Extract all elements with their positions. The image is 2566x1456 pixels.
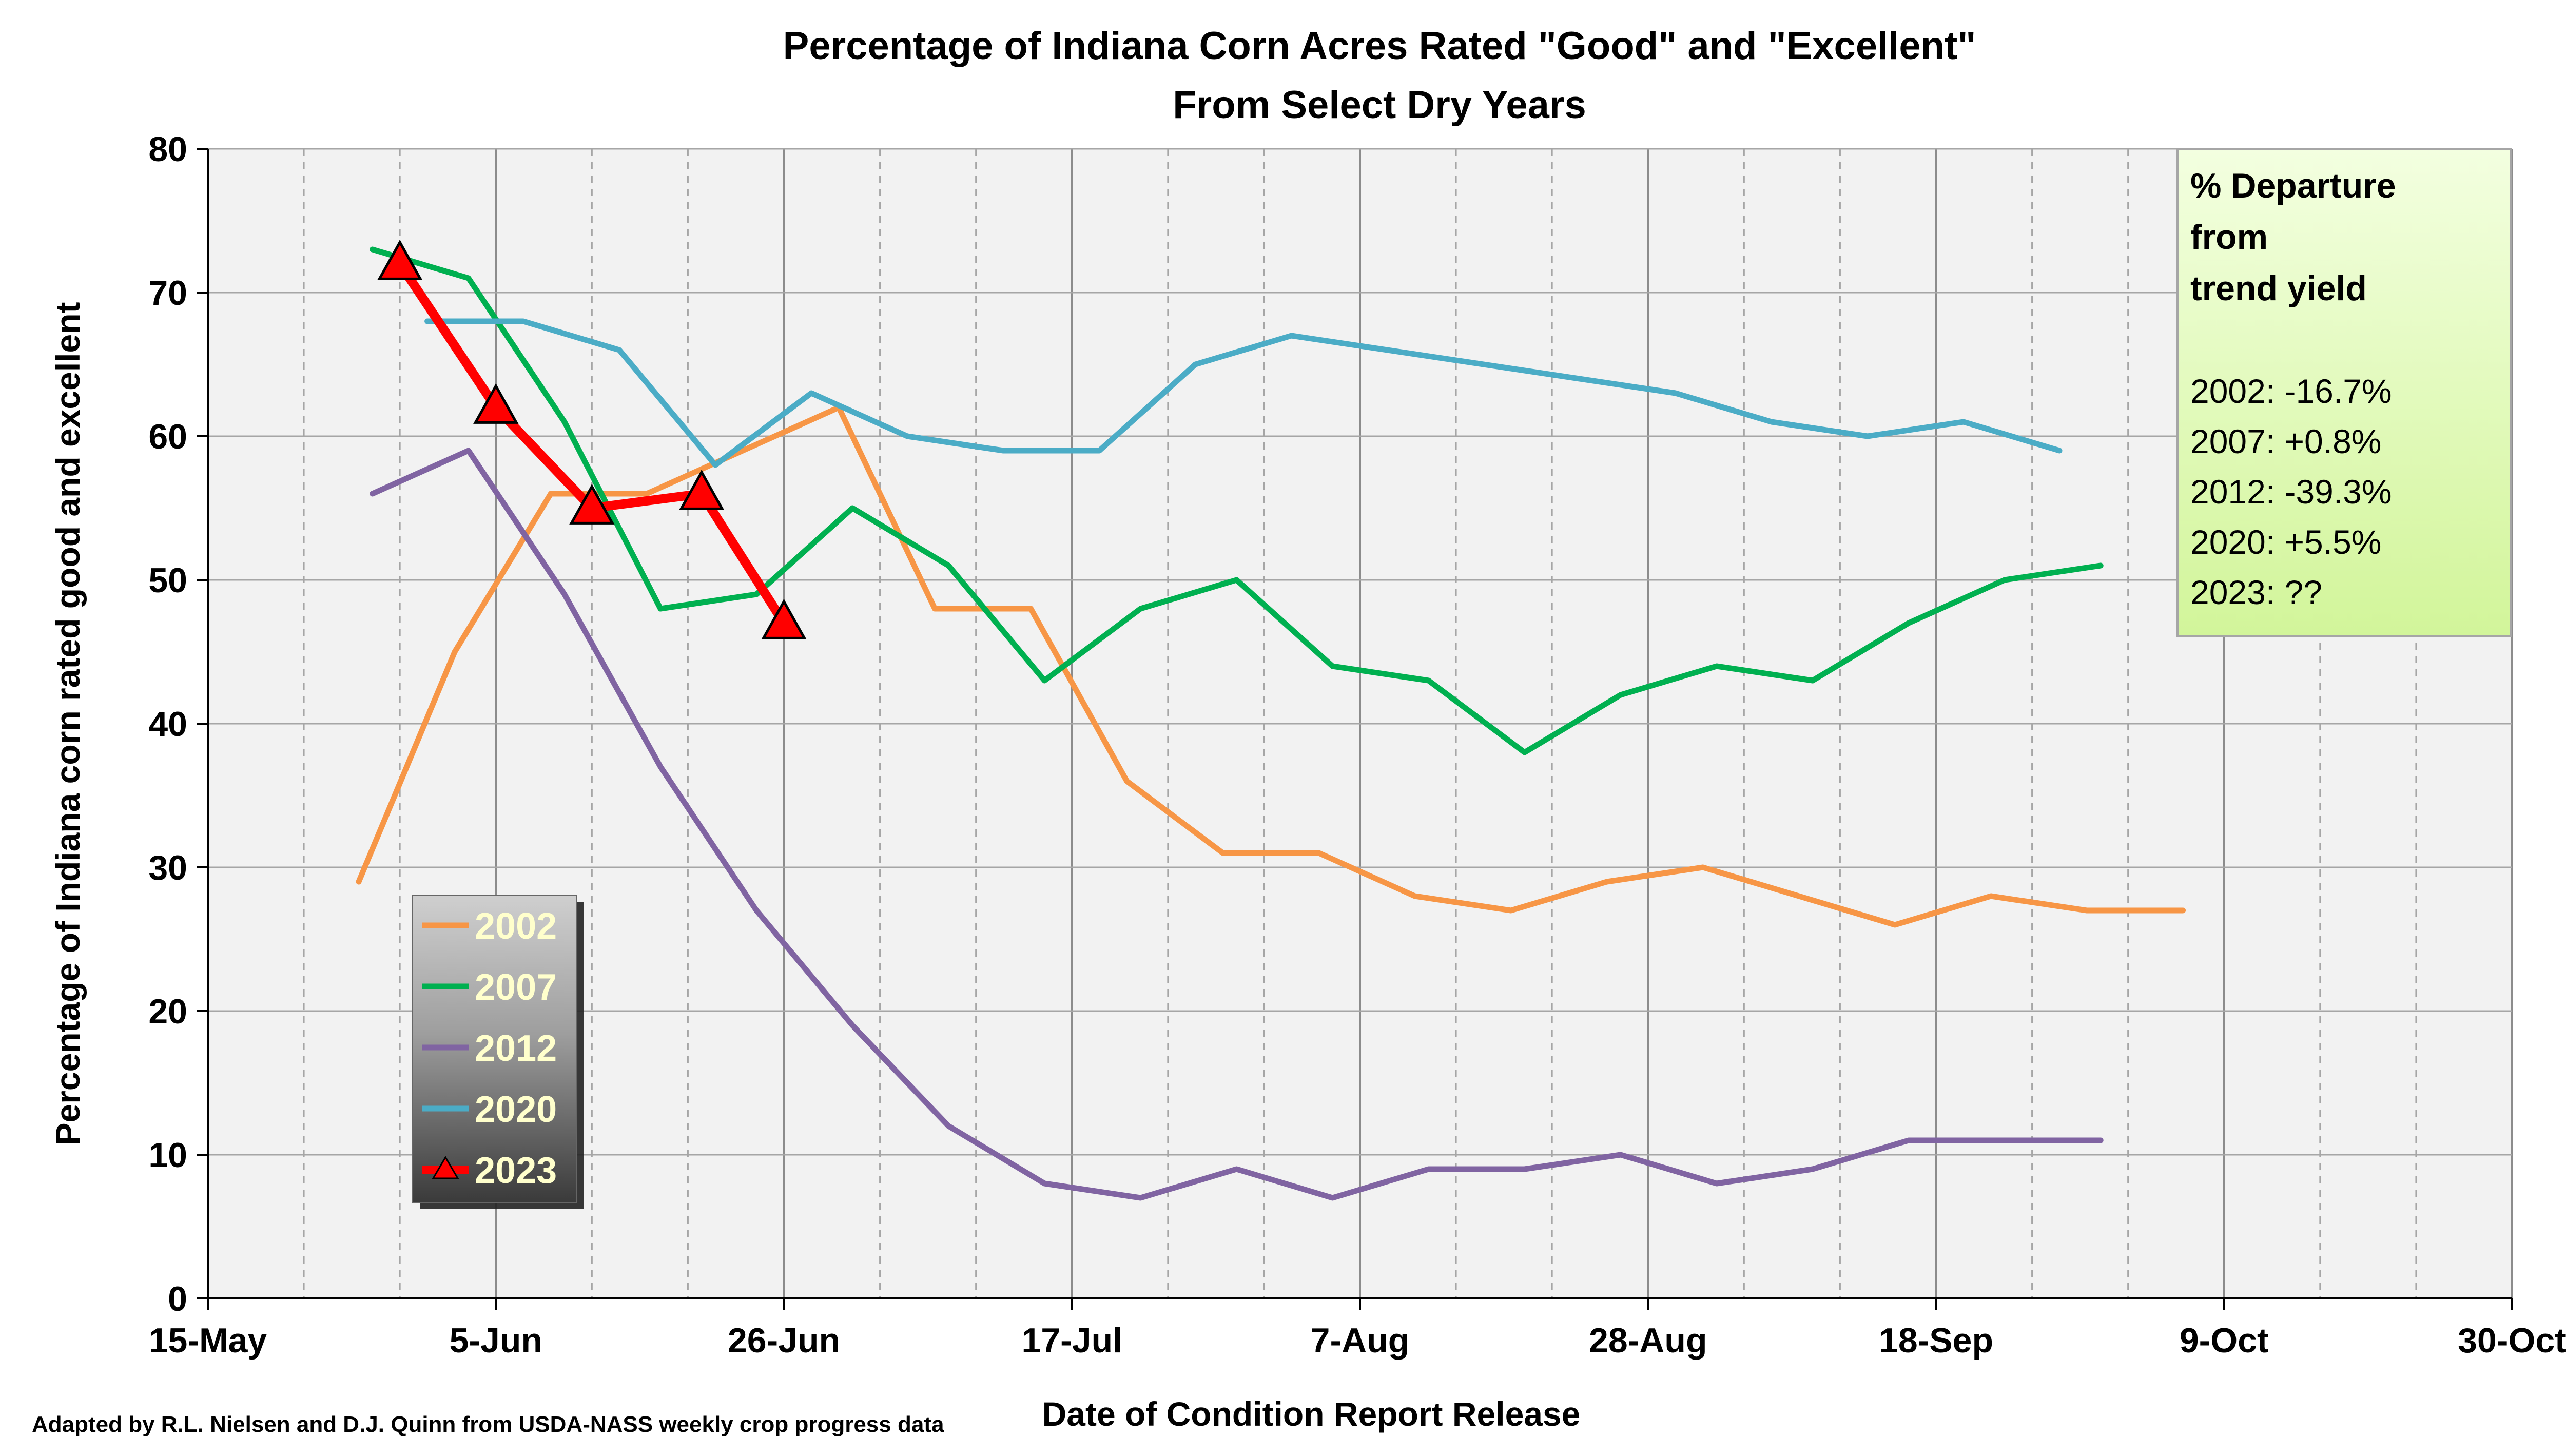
- series-layer: [356, 239, 2186, 1201]
- y-tick-label: 30: [148, 848, 187, 887]
- chart-subtitle: From Select Dry Years: [1173, 83, 1586, 127]
- annotation-heading-line: from: [2190, 218, 2268, 257]
- data-point-2023: [678, 469, 725, 510]
- y-tick-label: 80: [148, 130, 187, 169]
- x-tick-label: 7-Aug: [1311, 1321, 1410, 1360]
- x-axis-label: Date of Condition Report Release: [1042, 1395, 1581, 1433]
- legend-label-2012: 2012: [475, 1028, 557, 1069]
- legend-label-2007: 2007: [475, 967, 557, 1008]
- series-line-2012: [370, 448, 2104, 1201]
- annotation-departure-line: 2020: +5.5%: [2190, 523, 2381, 561]
- annotation-heading-line: % Departure: [2190, 166, 2396, 205]
- data-point-2023: [761, 598, 807, 639]
- series-line-2002: [356, 404, 2186, 928]
- legend: 2002 2007 2012 2020 2023: [412, 895, 584, 1209]
- x-tick-label: 9-Oct: [2180, 1321, 2269, 1360]
- y-axis-label: Percentage of Indiana corn rated good an…: [49, 302, 87, 1145]
- legend-label-2002: 2002: [475, 906, 557, 947]
- annotation-heading-line: trend yield: [2190, 269, 2367, 308]
- data-point-2023: [473, 383, 519, 424]
- x-ticks: 15-May 5-Jun 26-Jun 17-Jul 7-Aug 28-Aug 18-Sep…: [149, 1298, 2566, 1360]
- y-tick-label: 50: [148, 561, 187, 600]
- series-line-2020: [424, 318, 2063, 468]
- series-line-2007: [370, 246, 2104, 755]
- x-tick-label: 30-Oct: [2458, 1321, 2566, 1360]
- y-tick-label: 0: [168, 1279, 187, 1318]
- credit-text: Adapted by R.L. Nielsen and D.J. Quinn f…: [32, 1412, 944, 1437]
- y-gridlines: [208, 148, 2512, 1156]
- x-tick-label: 28-Aug: [1589, 1321, 1707, 1360]
- chart-title: Percentage of Indiana Corn Acres Rated "…: [783, 24, 1976, 68]
- annotation-departure-line: 2007: +0.8%: [2190, 422, 2381, 460]
- legend-label-2020: 2020: [475, 1089, 557, 1130]
- y-tick-label: 10: [148, 1136, 187, 1175]
- x-tick-label: 18-Sep: [1879, 1321, 1993, 1360]
- legend-marker-2023: [432, 1156, 459, 1179]
- annotation-departure-line: 2012: -39.3%: [2190, 473, 2392, 511]
- data-point-2023: [377, 239, 423, 280]
- departure-annotation-box: % Departure from trend yield 2002: -16.7% 20…: [2176, 148, 2512, 637]
- y-ticks: 0 10 20 30 40 50 60 70 80: [148, 130, 208, 1318]
- y-tick-label: 60: [148, 417, 187, 456]
- x-tick-label: 17-Jul: [1021, 1321, 1122, 1360]
- x-tick-label: 26-Jun: [728, 1321, 840, 1360]
- legend-label-2023: 2023: [475, 1150, 557, 1191]
- annotation-departure-line: 2002: -16.7%: [2190, 372, 2392, 410]
- y-tick-label: 40: [148, 705, 187, 744]
- y-tick-label: 20: [148, 992, 187, 1031]
- annotation-departure-line: 2023: ??: [2190, 573, 2322, 611]
- x-tick-label: 5-Jun: [450, 1321, 542, 1360]
- y-tick-label: 70: [148, 274, 187, 313]
- x-tick-label: 15-May: [149, 1321, 267, 1360]
- data-point-2023: [569, 483, 615, 525]
